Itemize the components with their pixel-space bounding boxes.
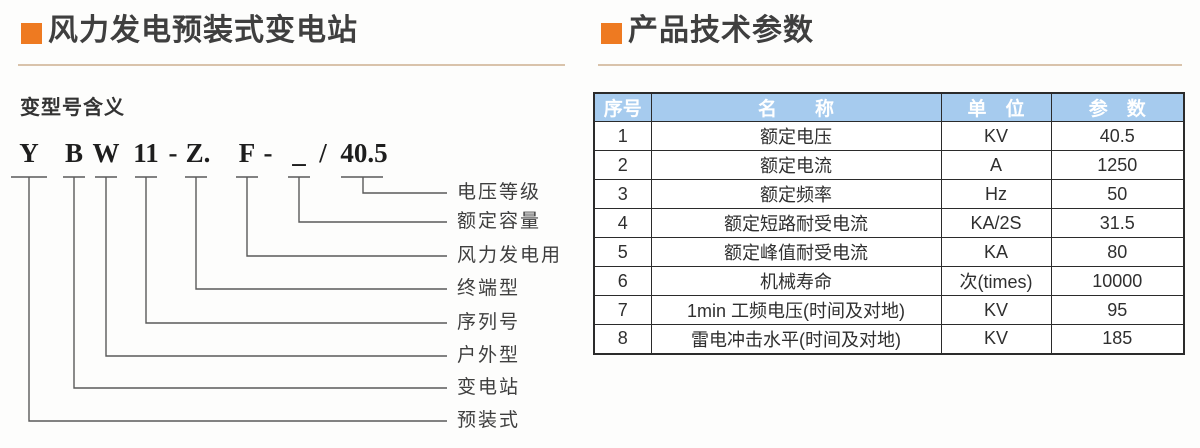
cell-value: 10000 [1050,266,1185,296]
label-rated-capacity: 额定容量 [457,211,542,232]
table-row: 3 额定频率 Hz 50 [593,179,1185,209]
technical-parameters-section: 产品技术参数 序号 名 称 单 位 参 数 1 额定电压 KV 40.5 2 额… [590,0,1200,448]
model-char: - [263,138,273,168]
header-no: 序号 [593,92,652,122]
cell-name: 额定峰值耐受电流 [650,237,942,267]
cell-value: 31.5 [1050,208,1185,238]
table-row: 5 额定峰值耐受电流 KA 80 [593,237,1185,267]
header-value: 参 数 [1050,92,1185,122]
model-char: 40.5 [340,138,388,168]
label-terminal-type: 终端型 [457,278,521,299]
label-serial-number: 序列号 [457,312,521,333]
title-separator-line [18,64,565,66]
cell-no: 4 [593,208,652,238]
cell-unit: KV [940,324,1052,354]
cell-unit: A [940,150,1052,180]
cell-value: 50 [1050,179,1185,209]
cell-name: 机械寿命 [650,266,942,296]
model-char: _ [292,138,306,168]
model-char: W [92,138,120,168]
left-section-title: 风力发电预装式变电站 [48,14,358,47]
cell-name: 额定频率 [650,179,942,209]
header-name: 名 称 [650,92,942,122]
cell-no: 8 [593,324,652,354]
right-section-title: 产品技术参数 [628,14,814,47]
model-char: - [168,138,178,168]
model-char: 11 [133,138,159,168]
label-substation: 变电站 [457,377,521,398]
cell-value: 1250 [1050,150,1185,180]
table-row: 6 机械寿命 次(times) 10000 [593,266,1185,296]
table-row: 8 雷电冲击水平(时间及对地) KV 185 [593,324,1185,354]
cell-no: 7 [593,295,652,325]
table-header-row: 序号 名 称 单 位 参 数 [593,92,1185,122]
cell-value: 185 [1050,324,1185,354]
cell-no: 3 [593,179,652,209]
table-row: 4 额定短路耐受电流 KA/2S 31.5 [593,208,1185,238]
table-row: 1 额定电压 KV 40.5 [593,121,1185,151]
cell-no: 5 [593,237,652,267]
cell-name: 额定短路耐受电流 [650,208,942,238]
table-row: 2 额定电流 A 1250 [593,150,1185,180]
cell-no: 2 [593,150,652,180]
model-meaning-section: 风力发电预装式变电站 变型号含义 Y B W 11 - Z. F - _ / 4… [0,0,590,448]
model-connector-lines [11,176,447,422]
model-designation: Y B W 11 - Z. F - _ / 40.5 [0,0,590,180]
cell-unit: KV [940,121,1052,151]
cell-value: 80 [1050,237,1185,267]
cell-unit: KV [940,295,1052,325]
cell-name: 额定电压 [650,121,942,151]
orange-square-bullet [601,23,622,44]
cell-value: 40.5 [1050,121,1185,151]
label-prefabricated: 预装式 [457,410,521,431]
title-separator-line [598,64,1182,66]
cell-unit: 次(times) [940,266,1052,296]
model-char: / [319,138,327,168]
model-char: Y [19,138,39,168]
model-char: F [238,138,256,168]
cell-no: 6 [593,266,652,296]
label-wind-power-use: 风力发电用 [457,245,563,266]
label-voltage-level: 电压等级 [457,182,542,203]
cell-unit: Hz [940,179,1052,209]
table-row: 7 1min 工频电压(时间及对地) KV 95 [593,295,1185,325]
orange-square-bullet [21,23,42,44]
model-char: Z. [185,138,211,168]
parameters-table: 序号 名 称 单 位 参 数 1 额定电压 KV 40.5 2 额定电流 A 1… [593,92,1185,355]
cell-name: 额定电流 [650,150,942,180]
cell-value: 95 [1050,295,1185,325]
label-outdoor-type: 户外型 [457,345,521,366]
header-unit: 单 位 [940,92,1052,122]
model-char: B [64,138,84,168]
cell-no: 1 [593,121,652,151]
cell-unit: KA/2S [940,208,1052,238]
cell-name: 1min 工频电压(时间及对地) [650,295,942,325]
model-meaning-subtitle: 变型号含义 [20,97,125,119]
cell-name: 雷电冲击水平(时间及对地) [650,324,942,354]
cell-unit: KA [940,237,1052,267]
